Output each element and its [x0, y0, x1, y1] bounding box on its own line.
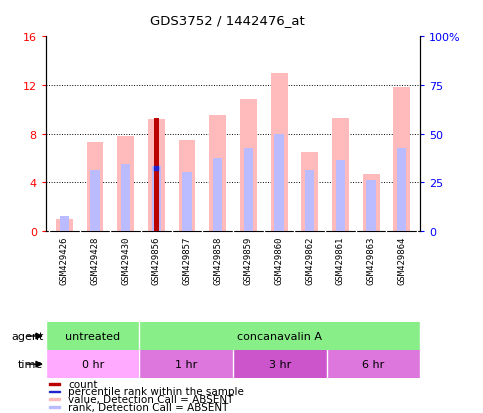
Bar	[148, 120, 165, 231]
Text: GSM429861: GSM429861	[336, 236, 345, 284]
Bar	[140, 350, 233, 378]
Text: 1 hr: 1 hr	[175, 359, 198, 369]
Bar	[154, 119, 159, 231]
Bar	[90, 171, 99, 231]
Text: percentile rank within the sample: percentile rank within the sample	[68, 387, 244, 396]
Bar	[233, 350, 327, 378]
Text: GSM429857: GSM429857	[183, 236, 192, 284]
Text: GSM429859: GSM429859	[244, 236, 253, 284]
Bar	[305, 171, 314, 231]
Text: GSM429426: GSM429426	[60, 236, 69, 284]
Text: GSM429862: GSM429862	[305, 236, 314, 284]
Text: rank, Detection Call = ABSENT: rank, Detection Call = ABSENT	[68, 402, 228, 412]
Bar	[244, 149, 253, 231]
Bar	[183, 173, 192, 231]
Text: concanavalin A: concanavalin A	[237, 331, 322, 341]
Text: count: count	[68, 379, 98, 389]
Text: GSM429430: GSM429430	[121, 236, 130, 284]
Bar	[60, 217, 69, 231]
Text: agent: agent	[11, 331, 43, 341]
Bar	[49, 406, 59, 408]
Bar	[332, 119, 349, 231]
Bar	[152, 167, 161, 231]
Bar	[270, 74, 287, 231]
Bar	[397, 149, 406, 231]
Text: 0 hr: 0 hr	[82, 359, 104, 369]
Text: value, Detection Call = ABSENT: value, Detection Call = ABSENT	[68, 394, 234, 404]
Bar	[49, 383, 59, 385]
Bar	[121, 164, 130, 231]
Bar	[336, 161, 345, 231]
Bar	[56, 219, 73, 231]
Text: time: time	[18, 359, 43, 369]
Bar	[86, 143, 103, 231]
Bar	[367, 180, 376, 231]
Text: GSM429860: GSM429860	[274, 236, 284, 284]
Bar	[179, 140, 196, 231]
Text: GSM429428: GSM429428	[90, 236, 99, 284]
Text: GSM429864: GSM429864	[398, 236, 406, 284]
Bar	[49, 399, 59, 400]
Bar	[274, 134, 284, 231]
Bar	[240, 100, 257, 231]
Text: 6 hr: 6 hr	[362, 359, 384, 369]
Bar	[46, 350, 140, 378]
Bar	[49, 391, 59, 392]
Text: 3 hr: 3 hr	[269, 359, 291, 369]
Text: GSM429863: GSM429863	[367, 236, 376, 284]
Bar	[393, 88, 410, 231]
Text: GSM429856: GSM429856	[152, 236, 161, 284]
Bar	[117, 137, 134, 231]
Bar	[363, 174, 380, 231]
Text: GSM429858: GSM429858	[213, 236, 222, 284]
Bar	[213, 159, 222, 231]
Bar	[327, 350, 420, 378]
Bar	[46, 322, 140, 350]
Text: GDS3752 / 1442476_at: GDS3752 / 1442476_at	[150, 14, 304, 27]
Text: untreated: untreated	[65, 331, 120, 341]
Bar	[301, 152, 318, 231]
Bar	[209, 116, 226, 231]
Bar	[140, 322, 420, 350]
